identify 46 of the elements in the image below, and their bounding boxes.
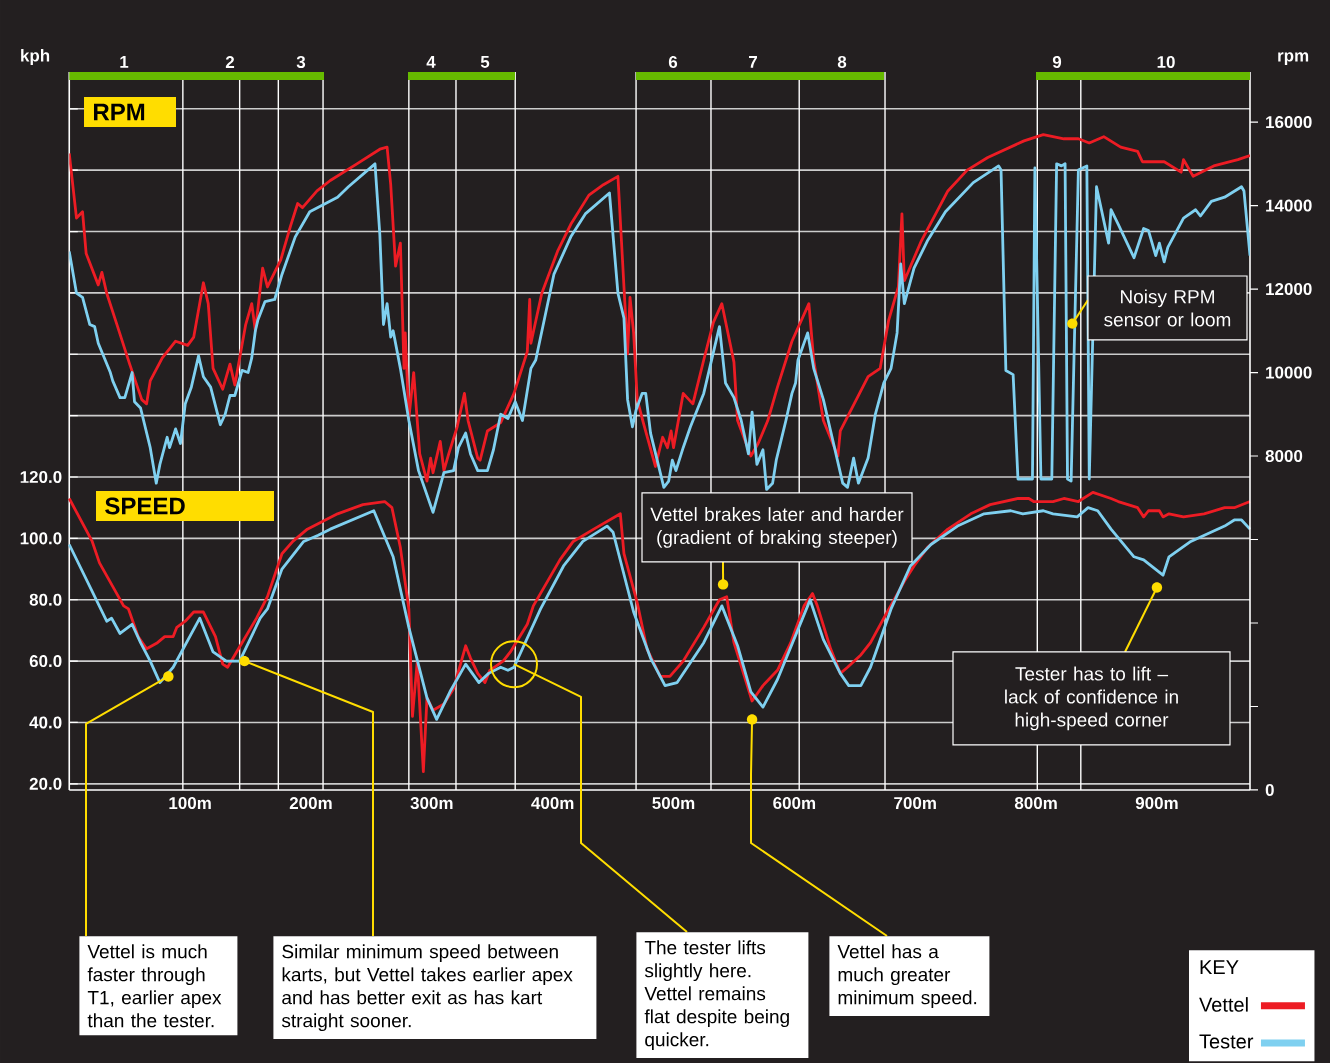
x-tick-label: 200m [289, 797, 332, 810]
y2-tick-label: 8000 [1265, 450, 1303, 463]
annotation: RPM [94, 103, 145, 121]
text: 9 [1052, 55, 1062, 68]
y-tick-label: 40.0 [29, 716, 62, 729]
y2-tick-label: 12000 [1266, 283, 1312, 296]
text: 1 [120, 56, 129, 68]
y2-axis-title: rpm [1278, 52, 1309, 65]
legend-title: KEY [1200, 960, 1239, 975]
annotation: Noisy RPM sensor or loom [1104, 289, 1231, 327]
text: 3 [296, 55, 306, 69]
text: 8 [837, 55, 847, 68]
y2-tick-label: 14000 [1266, 199, 1312, 212]
x-tick-label: 400m [531, 797, 574, 810]
x-tick-label: 700m [894, 797, 936, 810]
y-tick-label: 60.0 [29, 655, 62, 668]
text: 6 [668, 55, 678, 68]
x-tick-label: 600m [773, 797, 816, 810]
text: 7 [749, 56, 757, 68]
text: 10 [1157, 55, 1175, 68]
legend-label: Vettel [1199, 997, 1248, 1012]
x-tick-label: 500m [652, 797, 695, 810]
x-tick-label: 300m [410, 797, 453, 810]
y-axis-title: kph [21, 49, 50, 65]
legend-label: Tester [1199, 1034, 1254, 1049]
y-tick-label: 80.0 [29, 593, 62, 606]
x-tick-label: 800m [1014, 797, 1057, 810]
text: 5 [480, 56, 490, 68]
y-tick-label: 20.0 [29, 777, 62, 790]
y-tick-label: 100.0 [20, 532, 62, 545]
y2-tick-label: 16000 [1266, 116, 1312, 129]
text: 2 [225, 56, 235, 68]
annotation: SPEED [105, 497, 185, 515]
annotation: The tester lifts slightly here. Vettel remains flat despite being quicker. [644, 940, 789, 1051]
y2-tick-label: 0 [1265, 783, 1274, 796]
annotation: Similar minimum speed between karts, but Vettel takes earlier apex and has better exit as has kart straight sooner. [281, 944, 573, 1032]
x-tick-label: 900m [1135, 797, 1178, 810]
y2-tick-label: 10000 [1266, 366, 1312, 379]
y-tick-label: 120.0 [20, 471, 62, 484]
annotation: Tester has to lift – lack of confidence in high-speed corner [1005, 666, 1178, 731]
annotation: Vettel has a much greater minimum speed. [837, 944, 977, 1009]
annotation: Vettel is much faster through T1, earlier apex than the tester. [87, 944, 222, 1028]
line-series [69, 133, 1250, 483]
annotation: Vettel brakes later and harder (gradient of braking steeper) [650, 507, 904, 548]
x-tick-label: 100m [169, 797, 211, 810]
text: 4 [426, 56, 436, 68]
